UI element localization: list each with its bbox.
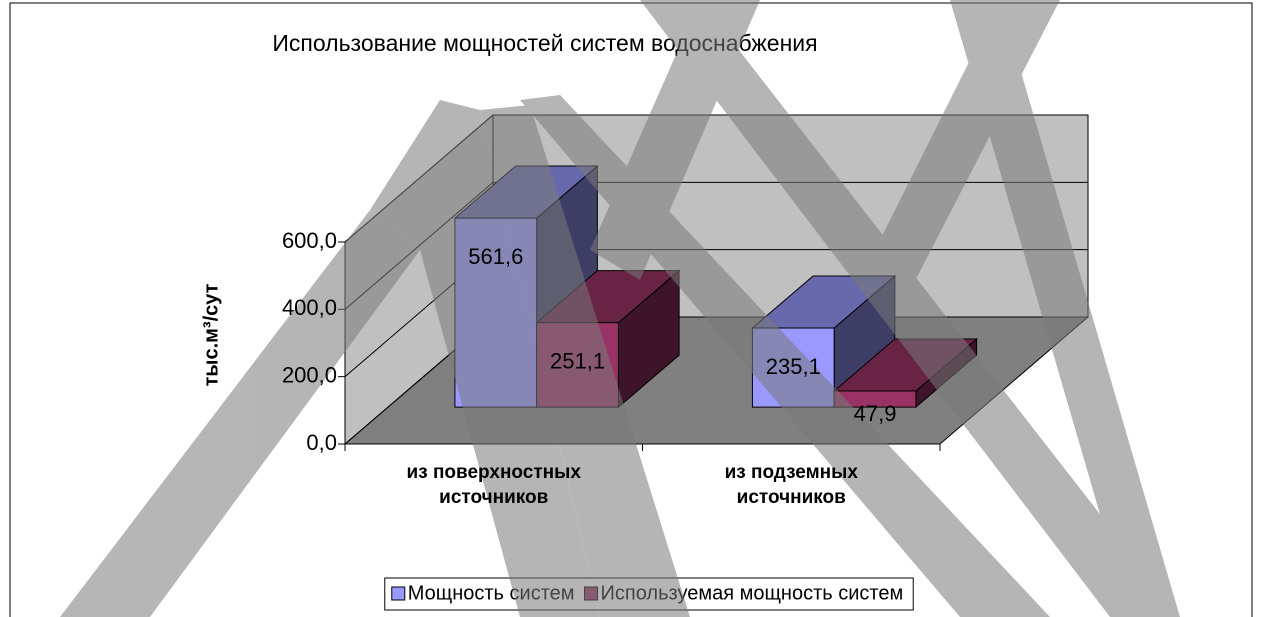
data-label: 235,1 — [766, 354, 821, 379]
y-tick-label: 600,0 — [282, 228, 337, 253]
watermark — [60, 0, 1180, 617]
y-tick-label: 0,0 — [306, 430, 337, 455]
data-label: 47,9 — [854, 401, 897, 426]
legend-swatch — [391, 586, 406, 601]
data-label: 251,1 — [550, 348, 605, 373]
x-tick-label: из подземных источников — [724, 462, 858, 508]
x-tick-label: из поверхностных источников — [406, 462, 581, 508]
chart-frame — [9, 2, 1253, 617]
y-tick-label: 400,0 — [282, 295, 337, 320]
y-axis-label: тыс.м³/сут — [200, 283, 222, 386]
data-label: 561,6 — [468, 244, 523, 269]
y-tick-label: 200,0 — [282, 362, 337, 387]
